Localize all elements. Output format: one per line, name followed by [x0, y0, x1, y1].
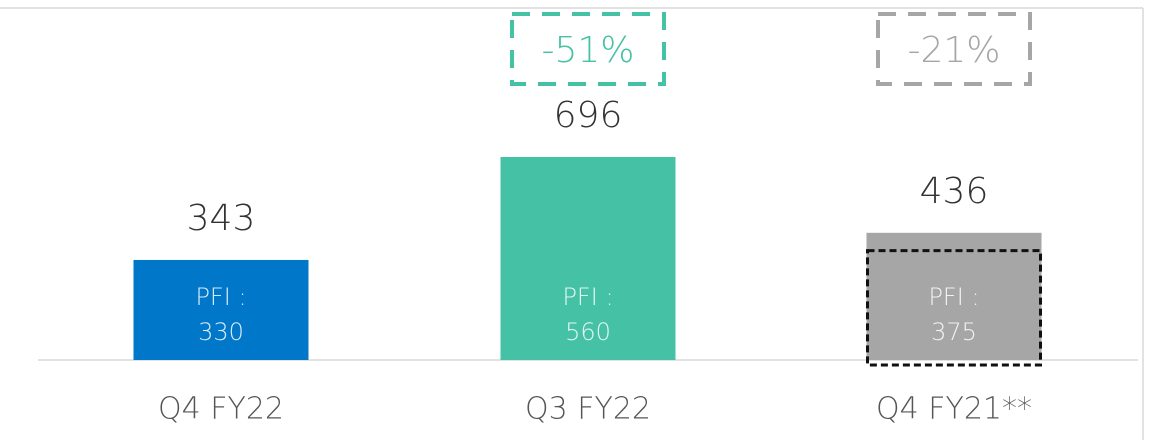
pfi-outline — [866, 249, 1042, 367]
pfi-label: PFI : — [928, 283, 979, 311]
annotation-box — [876, 12, 1032, 86]
category-label: Q3 FY22 — [525, 392, 651, 427]
value-label: 343 — [187, 198, 256, 239]
bar — [866, 232, 1042, 360]
category-label: Q4 FY21** — [876, 392, 1032, 427]
annotation-box — [510, 12, 666, 86]
pfi-label: PFI : — [195, 283, 246, 311]
pfi-value: 375 — [931, 318, 977, 346]
pfi-value: 560 — [565, 318, 611, 346]
category-label: Q4 FY22 — [158, 392, 284, 427]
bar — [133, 259, 309, 360]
annotation: -51% — [541, 30, 634, 71]
pfi-label: PFI : — [562, 283, 613, 311]
bar — [500, 156, 676, 360]
value-label: 436 — [920, 171, 989, 212]
pfi-value: 330 — [198, 318, 244, 346]
value-label: 696 — [554, 95, 623, 136]
annotation: -21% — [907, 30, 1000, 71]
